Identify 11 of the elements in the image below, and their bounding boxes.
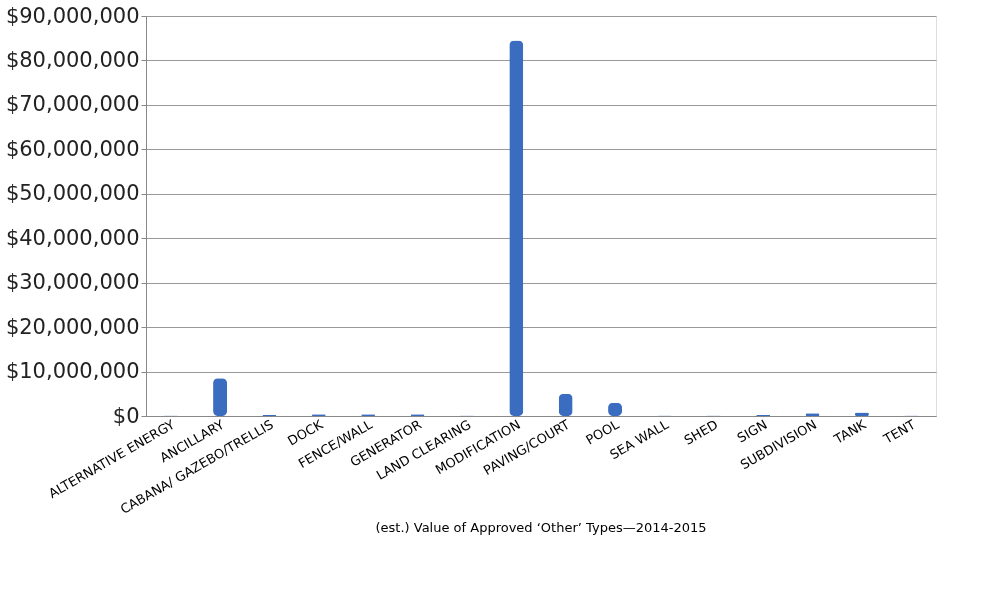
y-tick-label: $10,000,000 [5,359,140,384]
y-tick-label: $40,000,000 [5,225,140,250]
y-tick-label: $30,000,000 [5,270,140,295]
y-tick-label: $70,000,000 [5,92,140,117]
y-tick-label: $20,000,000 [5,314,140,339]
text: (est.) Value of Approved ‘Other’ Types—2014-2015 [375,520,707,536]
y-tick-label: $90,000,000 [5,3,140,28]
y-tick-label: $80,000,000 [5,47,140,72]
y-tick-label: $60,000,000 [5,136,140,161]
y-tick-label: $50,000,000 [5,181,140,206]
bar [509,40,524,416]
